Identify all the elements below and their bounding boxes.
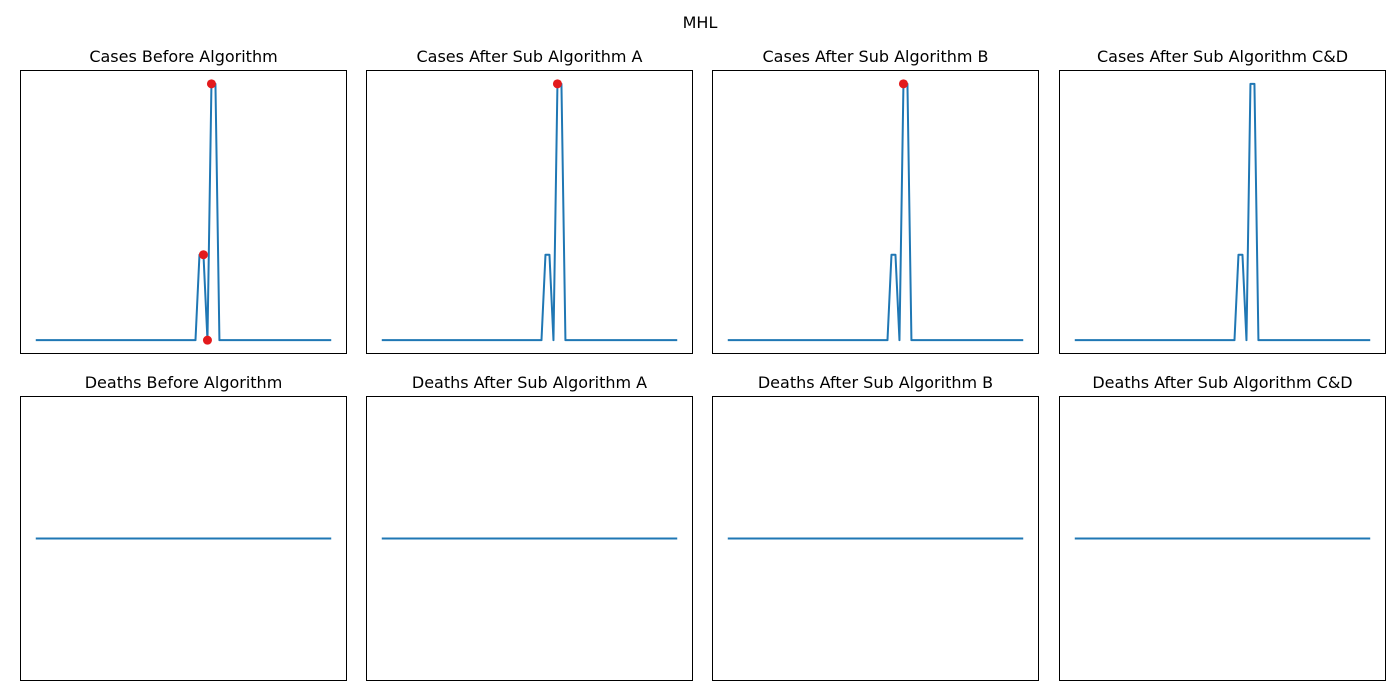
panel-title: Cases Before Algorithm <box>89 47 277 66</box>
plot-frame <box>20 70 347 354</box>
figure-title: MHL <box>683 13 718 32</box>
anomaly-marker <box>898 79 908 89</box>
plot-area <box>35 79 332 345</box>
series-line <box>1074 82 1371 342</box>
series-line <box>381 82 678 342</box>
panel-title: Cases After Sub Algorithm A <box>416 47 642 66</box>
panel-title: Deaths After Sub Algorithm C&D <box>1092 373 1352 392</box>
series-line <box>727 82 1024 342</box>
panel-cases-after-cd: Cases After Sub Algorithm C&D <box>1059 47 1386 354</box>
panel-cases-after-a: Cases After Sub Algorithm A <box>366 47 693 354</box>
panel-cases-before: Cases Before Algorithm <box>20 47 347 354</box>
anomaly-marker <box>552 79 562 89</box>
anomaly-marker <box>206 79 216 89</box>
panel-title: Cases After Sub Algorithm B <box>762 47 988 66</box>
panel-title: Deaths Before Algorithm <box>85 373 283 392</box>
plot-area <box>1074 82 1371 342</box>
panel-deaths-after-b: Deaths After Sub Algorithm B <box>712 373 1039 681</box>
panel-title: Deaths After Sub Algorithm B <box>758 373 993 392</box>
anomaly-marker <box>198 250 208 260</box>
panel-deaths-before: Deaths Before Algorithm <box>20 373 347 681</box>
plot-frame <box>366 70 693 354</box>
anomaly-marker <box>202 335 212 345</box>
panel-title: Deaths After Sub Algorithm A <box>412 373 647 392</box>
panel-deaths-after-a: Deaths After Sub Algorithm A <box>366 373 693 681</box>
plot-area <box>381 79 678 342</box>
plot-area <box>727 79 1024 342</box>
panel-title: Cases After Sub Algorithm C&D <box>1097 47 1348 66</box>
plot-frame <box>712 70 1039 354</box>
panel-cases-after-b: Cases After Sub Algorithm B <box>712 47 1039 354</box>
panel-deaths-after-cd: Deaths After Sub Algorithm C&D <box>1059 373 1386 681</box>
plot-frame <box>1059 70 1386 354</box>
series-line <box>35 82 332 342</box>
